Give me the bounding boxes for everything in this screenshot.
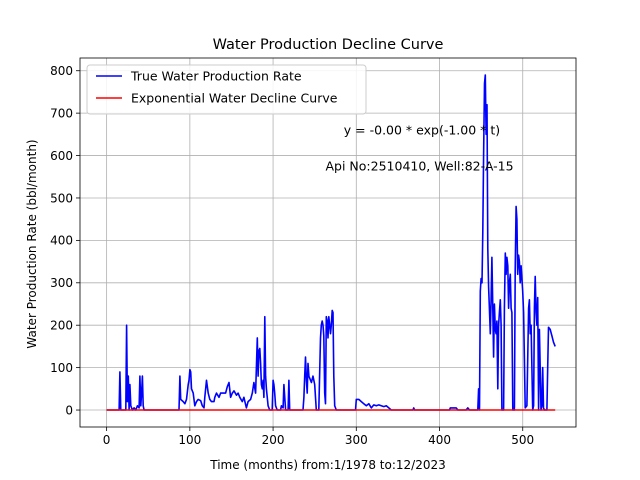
y-tick-label: 400: [50, 234, 73, 248]
y-tick-label: 100: [50, 361, 73, 375]
chart-title: Water Production Decline Curve: [213, 37, 444, 53]
true-water-production-line: [106, 74, 556, 411]
legend-label-decline-curve: Exponential Water Decline Curve: [131, 91, 338, 106]
x-tick-label: 200: [262, 433, 285, 447]
y-tick-label: 0: [65, 403, 73, 417]
x-tick-label: 400: [428, 433, 451, 447]
x-axis-ticks: 0 100 200 300 400 500: [103, 427, 534, 447]
x-tick-label: 500: [511, 433, 534, 447]
equation-annotation: y = -0.00 * exp(-1.00 * t): [344, 122, 500, 137]
y-tick-label: 600: [50, 149, 73, 163]
well-info-annotation: Api No:2510410, Well:82-A-15: [326, 158, 514, 173]
legend-box: [86, 64, 367, 115]
y-tick-label: 500: [50, 191, 73, 205]
y-axis-label: Water Production Rate (bbl/month): [25, 139, 39, 348]
plot-lines: [106, 74, 556, 411]
x-axis-label: Time (months) from:1/1978 to:12/2023: [209, 458, 446, 472]
y-tick-label: 800: [50, 64, 73, 78]
legend: True Water Production Rate Exponential W…: [86, 64, 367, 115]
y-tick-label: 700: [50, 106, 73, 120]
legend-label-true-rate: True Water Production Rate: [130, 69, 302, 84]
y-tick-label: 200: [50, 319, 73, 333]
y-tick-label: 300: [50, 276, 73, 290]
x-tick-label: 100: [178, 433, 201, 447]
axes-frame: [79, 57, 577, 428]
x-tick-label: 0: [103, 433, 111, 447]
y-axis-ticks: 0 100 200 300 400 500 600 700 800: [50, 64, 80, 417]
x-tick-label: 300: [345, 433, 368, 447]
